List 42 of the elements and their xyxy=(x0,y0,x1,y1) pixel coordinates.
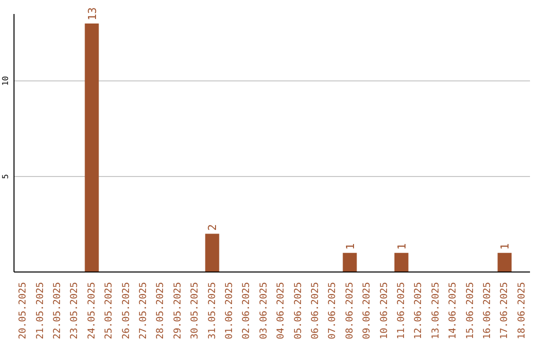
data-label: 2 xyxy=(206,224,220,231)
bar xyxy=(205,234,220,272)
x-tick-label: 26.05.2025 xyxy=(120,282,132,340)
data-label: 13 xyxy=(86,7,99,21)
bar xyxy=(84,24,99,272)
x-tick-label: 10.06.2025 xyxy=(378,282,390,340)
x-tick-label: 17.06.2025 xyxy=(499,282,510,340)
y-tick-label: 5 xyxy=(1,174,10,179)
bar xyxy=(394,252,408,272)
x-tick-label: 29.05.2025 xyxy=(172,282,184,340)
x-tick-label: 01.06.2025 xyxy=(224,282,235,340)
x-tick-label: 18.06.2025 xyxy=(516,282,528,340)
x-tick-label: 12.06.2025 xyxy=(413,282,424,340)
x-tick-label: 05.06.2025 xyxy=(292,282,304,340)
x-tick-label: 11.06.2025 xyxy=(396,282,407,340)
x-tick-label: 07.06.2025 xyxy=(327,282,338,340)
x-tick-label: 22.05.2025 xyxy=(52,282,63,340)
x-tick-label: 24.05.2025 xyxy=(86,282,98,340)
x-tick-label: 08.06.2025 xyxy=(344,282,356,340)
x-tick-label: 27.05.2025 xyxy=(138,282,149,340)
x-tick-label: 14.06.2025 xyxy=(448,282,459,340)
x-tick-label: 02.06.2025 xyxy=(241,282,252,340)
x-tick-label: 15.06.2025 xyxy=(464,282,476,340)
x-tick-label: 16.06.2025 xyxy=(482,282,493,340)
x-tick-label: 13.06.2025 xyxy=(430,282,442,340)
bar xyxy=(342,252,357,272)
data-label: 1 xyxy=(344,243,357,250)
x-tick-label: 06.06.2025 xyxy=(310,282,321,340)
x-tick-label: 28.05.2025 xyxy=(155,282,166,340)
x-tick-label: 25.05.2025 xyxy=(104,282,115,340)
data-label: 1 xyxy=(395,243,408,250)
bar xyxy=(498,252,512,272)
x-tick-label: 31.05.2025 xyxy=(206,282,218,340)
data-label: 1 xyxy=(498,243,512,250)
x-tick-label: 09.06.2025 xyxy=(362,282,373,340)
x-tick-label: 03.06.2025 xyxy=(258,282,270,340)
x-tick-label: 04.06.2025 xyxy=(276,282,287,340)
y-tick-label: 10 xyxy=(1,76,10,86)
x-tick-label: 30.05.2025 xyxy=(190,282,201,340)
x-tick-label: 21.05.2025 xyxy=(34,282,46,340)
x-tick-label: 23.05.2025 xyxy=(69,282,80,340)
x-tick-label: 20.05.2025 xyxy=(18,282,29,340)
